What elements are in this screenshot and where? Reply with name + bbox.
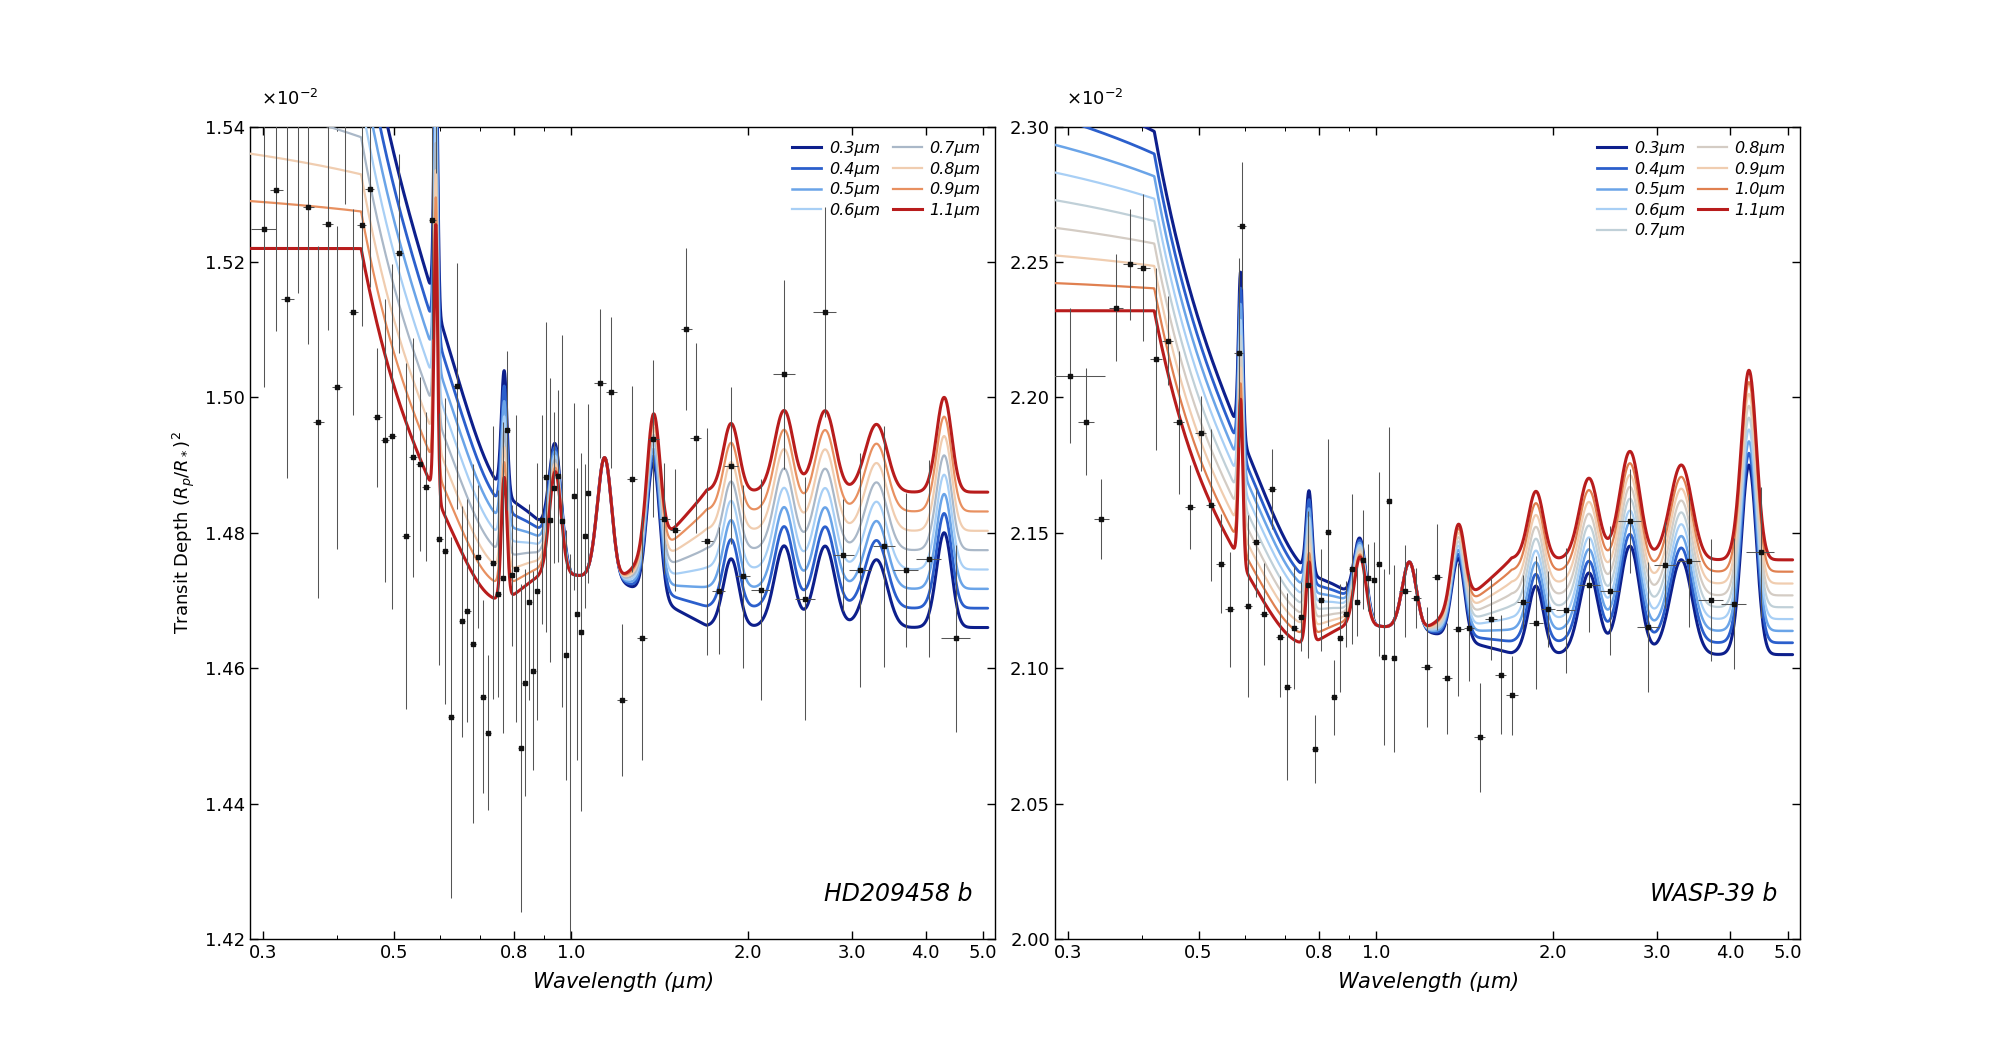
Legend: 0.3μm, 0.4μm, 0.5μm, 0.6μm, 0.7μm, 0.8μm, 0.9μm, 1.0μm, 1.1μm: 0.3μm, 0.4μm, 0.5μm, 0.6μm, 0.7μm, 0.8μm… bbox=[1590, 135, 1792, 245]
Text: $\times10^{-2}$: $\times10^{-2}$ bbox=[262, 89, 318, 109]
Legend: 0.3μm, 0.4μm, 0.5μm, 0.6μm, 0.7μm, 0.8μm, 0.9μm, 1.1μm: 0.3μm, 0.4μm, 0.5μm, 0.6μm, 0.7μm, 0.8μm… bbox=[786, 135, 988, 224]
Text: WASP-39 b: WASP-39 b bbox=[1650, 882, 1778, 906]
X-axis label: Wavelength ($\mu m$): Wavelength ($\mu m$) bbox=[1336, 971, 1518, 994]
X-axis label: Wavelength ($\mu m$): Wavelength ($\mu m$) bbox=[532, 971, 714, 994]
Text: HD209458 b: HD209458 b bbox=[824, 882, 972, 906]
Text: $\times10^{-2}$: $\times10^{-2}$ bbox=[1066, 89, 1124, 109]
Y-axis label: Transit Depth $(R_p/R_*)^2$: Transit Depth $(R_p/R_*)^2$ bbox=[170, 431, 196, 634]
